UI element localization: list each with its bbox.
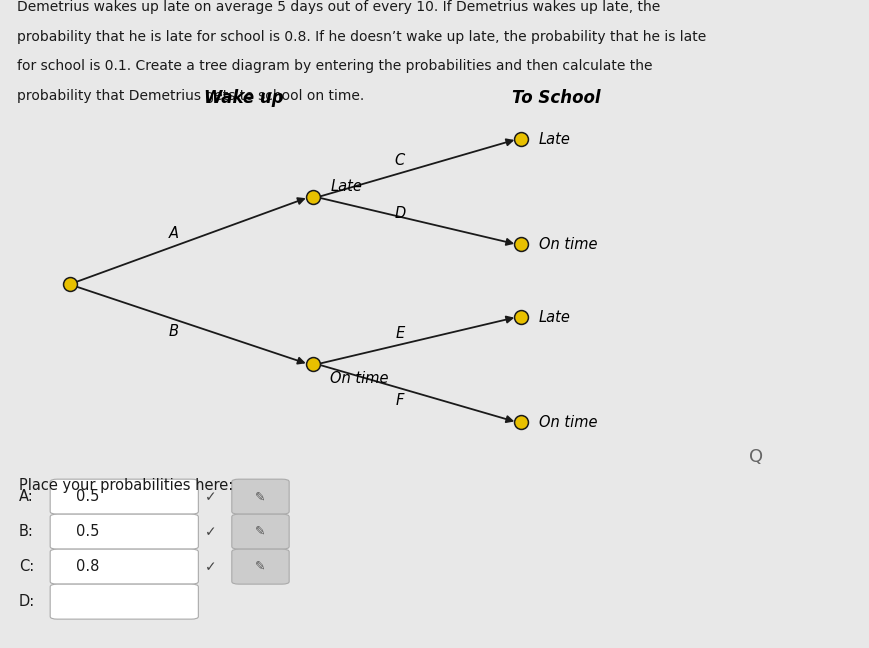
Text: B: B — [169, 324, 179, 339]
Text: Demetrius wakes up late on average 5 days out of every 10. If Demetrius wakes up: Demetrius wakes up late on average 5 day… — [17, 0, 660, 14]
Text: E: E — [395, 326, 404, 341]
Text: ✓: ✓ — [204, 525, 216, 538]
Text: ✎: ✎ — [255, 490, 266, 503]
Text: probability that he is late for school is 0.8. If he doesn’t wake up late, the p: probability that he is late for school i… — [17, 30, 706, 44]
FancyBboxPatch shape — [50, 549, 198, 584]
Text: B:: B: — [19, 524, 34, 539]
Text: C:: C: — [19, 559, 35, 574]
Text: Wake up: Wake up — [203, 89, 283, 106]
Text: 0.5: 0.5 — [76, 489, 100, 504]
Text: To School: To School — [512, 89, 600, 106]
Text: A:: A: — [19, 489, 34, 504]
Text: D:: D: — [19, 594, 36, 609]
Text: Q: Q — [749, 448, 763, 466]
Text: D: D — [395, 206, 405, 221]
Text: On time: On time — [539, 415, 597, 430]
Text: On time: On time — [539, 237, 597, 252]
FancyBboxPatch shape — [232, 479, 289, 514]
Text: Late: Late — [330, 179, 362, 194]
Text: 0.5: 0.5 — [76, 524, 100, 539]
Text: Late: Late — [539, 310, 571, 325]
Text: probability that Demetrius gets to school on time.: probability that Demetrius gets to schoo… — [17, 89, 365, 103]
Text: C: C — [395, 154, 405, 168]
Text: ✓: ✓ — [204, 490, 216, 503]
FancyBboxPatch shape — [50, 514, 198, 549]
Text: ✓: ✓ — [204, 560, 216, 573]
Text: F: F — [395, 393, 404, 408]
Text: for school is 0.1. Create a tree diagram by entering the probabilities and then : for school is 0.1. Create a tree diagram… — [17, 60, 653, 73]
Text: On time: On time — [330, 371, 388, 386]
FancyBboxPatch shape — [232, 514, 289, 549]
FancyBboxPatch shape — [50, 584, 198, 619]
Text: ✎: ✎ — [255, 560, 266, 573]
FancyBboxPatch shape — [232, 549, 289, 584]
FancyBboxPatch shape — [50, 479, 198, 514]
Text: Place your probabilities here:: Place your probabilities here: — [19, 478, 234, 493]
Text: ✎: ✎ — [255, 525, 266, 538]
Text: 0.8: 0.8 — [76, 559, 100, 574]
Text: A: A — [169, 226, 179, 241]
Text: Late: Late — [539, 132, 571, 146]
